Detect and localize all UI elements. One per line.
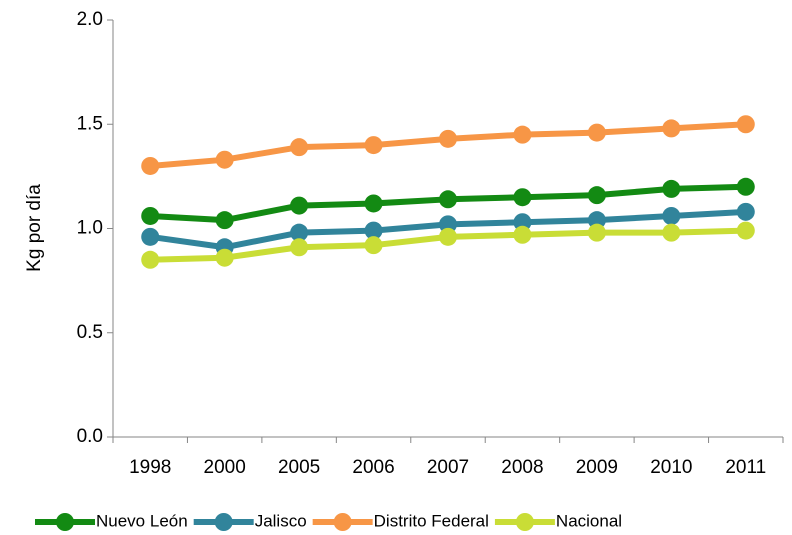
data-point <box>290 223 309 242</box>
data-point <box>215 211 234 230</box>
data-point <box>587 211 606 230</box>
data-point <box>587 186 606 205</box>
data-point <box>439 227 457 246</box>
data-point <box>736 177 755 196</box>
data-point <box>662 223 681 242</box>
data-point <box>290 238 309 257</box>
legend: Nuevo León Jalisco Distrito Federal Naciona… <box>35 511 622 531</box>
data-point <box>141 206 160 225</box>
data-point <box>662 179 681 198</box>
data-point <box>364 136 383 155</box>
legend-label: Nacional <box>556 511 622 530</box>
data-point <box>513 225 532 244</box>
y-tick-label: 1.5 <box>77 113 103 134</box>
y-tick-label: 2.0 <box>77 9 103 30</box>
x-tick-label: 1998 <box>129 457 171 478</box>
data-point <box>736 202 755 221</box>
legend-marker <box>214 513 233 531</box>
data-point <box>439 190 457 209</box>
data-point <box>364 236 383 255</box>
data-point <box>736 221 755 240</box>
data-point <box>439 129 457 148</box>
legend-label: Nuevo León <box>96 511 188 530</box>
x-tick-label: 2007 <box>427 457 469 478</box>
data-point <box>513 125 532 144</box>
x-tick-label: 2009 <box>576 457 618 478</box>
legend-marker <box>333 513 352 531</box>
data-point <box>141 250 160 269</box>
data-point <box>215 248 234 267</box>
x-tick-label: 2010 <box>650 457 692 478</box>
data-point <box>290 196 309 215</box>
legend-marker <box>515 513 534 531</box>
x-tick-label: 2000 <box>204 457 246 478</box>
y-axis-label: Kg por día <box>24 184 45 272</box>
legend-marker <box>56 513 74 531</box>
data-point <box>439 215 457 234</box>
data-point <box>587 223 606 242</box>
legend-label: Jalisco <box>255 511 307 530</box>
data-point <box>513 213 532 232</box>
data-point <box>364 221 383 240</box>
data-point <box>662 206 681 225</box>
data-point <box>587 123 606 142</box>
y-tick-label: 1.0 <box>77 218 103 239</box>
data-point <box>513 188 532 207</box>
data-point <box>215 150 234 169</box>
y-tick-label: 0.5 <box>77 322 103 343</box>
x-tick-label: 2005 <box>278 457 320 478</box>
data-point <box>736 115 755 134</box>
x-tick-label: 2011 <box>725 457 766 478</box>
y-tick-label: 0.0 <box>77 426 103 447</box>
data-point <box>290 138 309 157</box>
data-point <box>141 156 160 175</box>
x-tick-label: 2008 <box>501 457 543 478</box>
data-point <box>364 194 383 213</box>
data-point <box>141 227 160 246</box>
data-point <box>662 119 681 138</box>
x-tick-label: 2006 <box>352 457 394 478</box>
legend-label: Distrito Federal <box>374 511 489 530</box>
